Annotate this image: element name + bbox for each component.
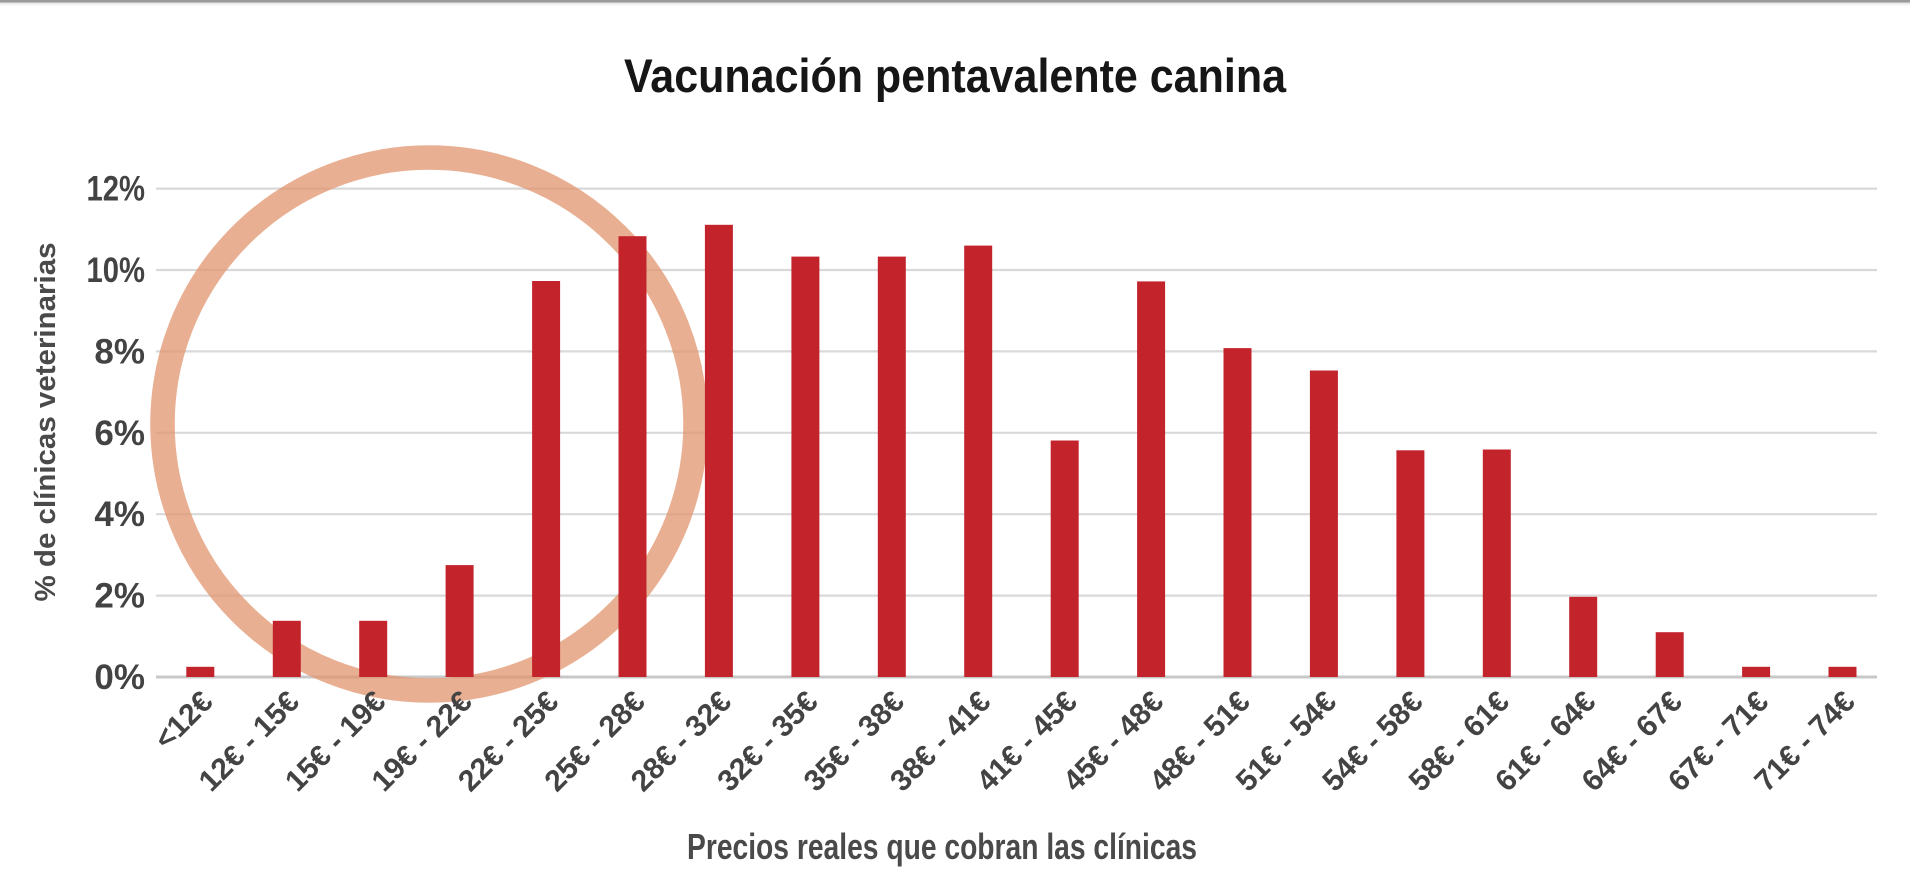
- svg-text:12%: 12%: [87, 170, 146, 209]
- svg-text:10%: 10%: [87, 251, 146, 290]
- svg-text:0%: 0%: [94, 658, 145, 697]
- svg-text:6%: 6%: [94, 414, 145, 453]
- svg-text:Precios reales que cobran las: Precios reales que cobran las clínicas: [687, 826, 1197, 867]
- svg-text:% de clínicas veterinarias: % de clínicas veterinarias: [30, 243, 62, 602]
- svg-text:8%: 8%: [94, 332, 145, 371]
- svg-text:2%: 2%: [94, 577, 145, 616]
- svg-text:Vacunación pentavalente canina: Vacunación pentavalente canina: [624, 49, 1287, 102]
- svg-text:4%: 4%: [94, 495, 145, 534]
